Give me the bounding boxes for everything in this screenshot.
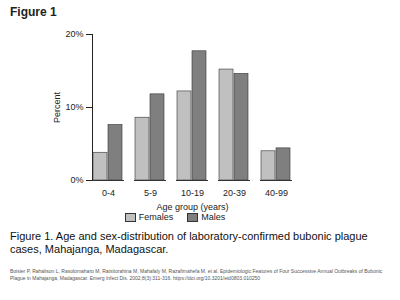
- html-text:Figure 1. Age and sex-distribu: Figure 1. Age and sex-distribution of la…: [10, 230, 368, 255]
- html-text:Females: Females: [138, 212, 174, 222]
- svg-text:Age group (years): Age group (years): [156, 202, 228, 212]
- svg-text:20%: 20%: [65, 29, 83, 39]
- svg-text:0%: 0%: [70, 175, 83, 185]
- svg-text:10-19: 10-19: [181, 188, 204, 198]
- svg-text:40-99: 40-99: [265, 188, 288, 198]
- html-text:Figure 1: Figure 1: [10, 5, 57, 19]
- svg-text:0-4: 0-4: [102, 188, 115, 198]
- svg-text:5-9: 5-9: [144, 188, 157, 198]
- svg-text:20-39: 20-39: [223, 188, 246, 198]
- svg-text:Percent: Percent: [52, 91, 62, 123]
- svg-text:10%: 10%: [65, 102, 83, 112]
- html-text:Males: Males: [201, 212, 226, 222]
- html-text:Boisier P, Rahalison L, Rasolo: Boisier P, Rahalison L, Rasolomaharo M, …: [10, 268, 383, 281]
